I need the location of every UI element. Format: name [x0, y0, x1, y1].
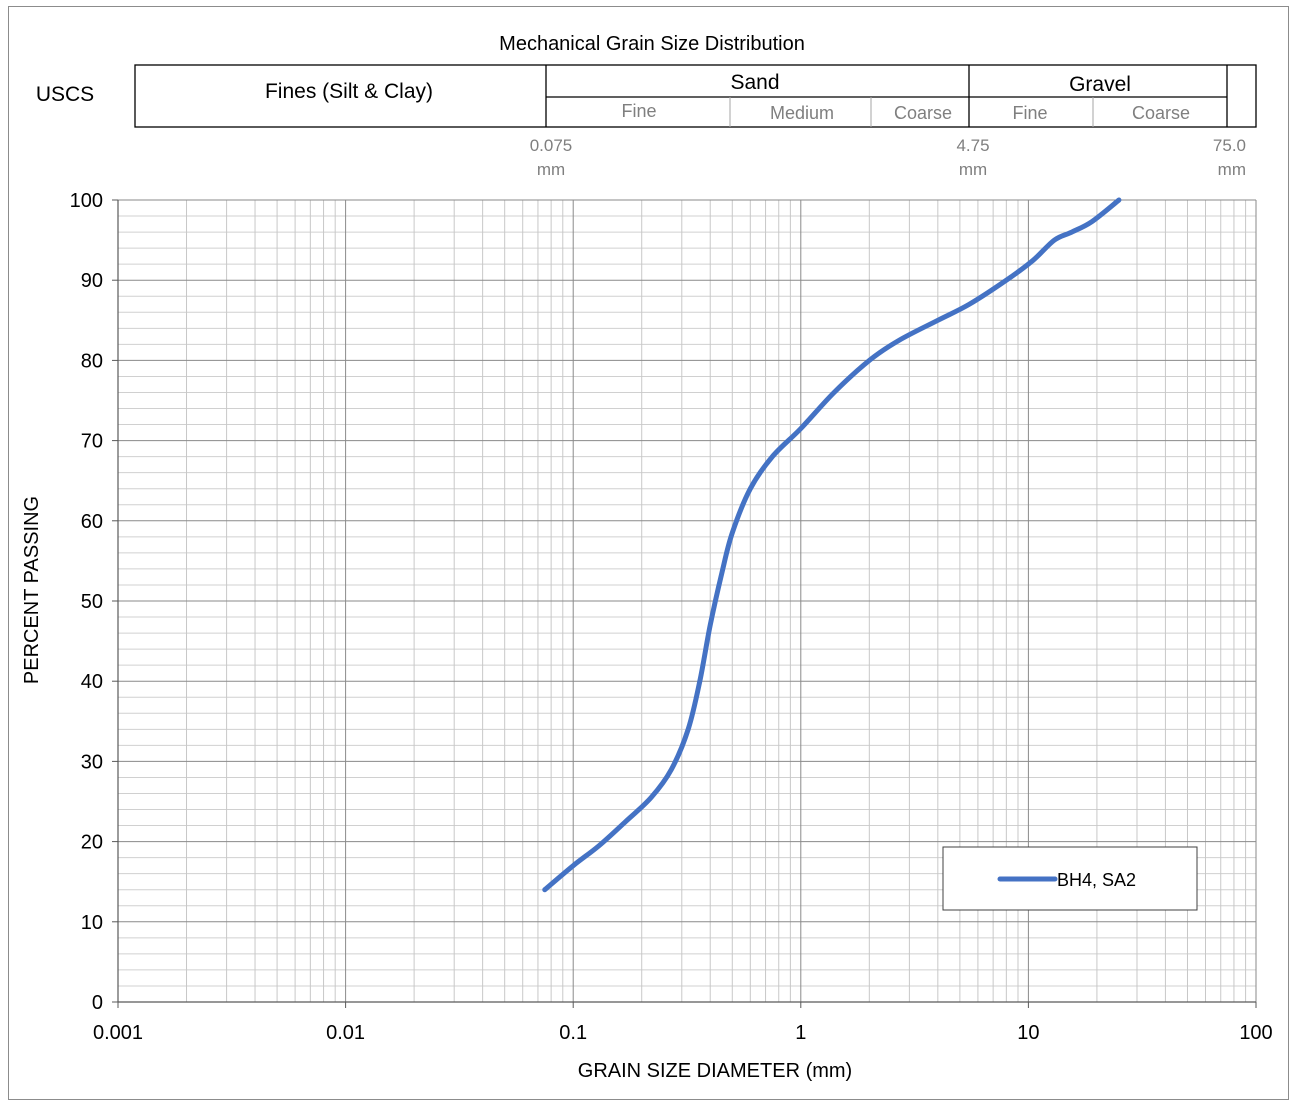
fines-label: Fines (Silt & Clay)	[265, 80, 433, 103]
sand-medium-label: Medium	[770, 103, 834, 123]
y-tick-label: 70	[81, 431, 103, 453]
y-tick-label: 10	[81, 912, 103, 934]
x-tick-label: 1	[795, 1022, 806, 1044]
y-tick-label: 80	[81, 350, 103, 372]
legend-box	[942, 846, 1198, 911]
x-tick-label: 100	[1239, 1022, 1272, 1044]
y-tick-label: 30	[81, 751, 103, 773]
size-750-value: 75.0	[1213, 136, 1246, 155]
size-0075-value: 0.075	[530, 136, 573, 155]
uscs-table-border	[134, 64, 1257, 128]
sand-fine-label: Fine	[621, 101, 656, 121]
y-tick-label: 90	[81, 270, 103, 292]
legend: BH4, SA2	[942, 846, 1198, 911]
x-axis-title: GRAIN SIZE DIAMETER (mm)	[578, 1060, 852, 1082]
gravel-fine-label: Fine	[1012, 103, 1047, 123]
y-tick-label: 20	[81, 832, 103, 854]
chart-title: Mechanical Grain Size Distribution	[499, 33, 805, 55]
sand-coarse-label: Coarse	[894, 103, 952, 123]
gravel-label: Gravel	[1069, 73, 1131, 96]
size-750-unit: mm	[1218, 160, 1246, 179]
x-tick-label: 10	[1017, 1022, 1039, 1044]
y-tick-label: 0	[92, 992, 103, 1014]
gravel-coarse-label: Coarse	[1132, 103, 1190, 123]
size-0075-unit: mm	[537, 160, 565, 179]
y-tick-label: 40	[81, 671, 103, 693]
x-tick-label: 0.001	[93, 1022, 143, 1044]
size-475-unit: mm	[959, 160, 987, 179]
uscs-table: USCS Fines (Silt & Clay) Sand Gravel Fin…	[36, 64, 1257, 179]
plot-axes: 0 10 20 30 40 50 60 70 80 90 100 0.001 0.01 0.1 1 10 100	[70, 190, 1273, 1044]
data-series	[542, 197, 1122, 893]
sand-label: Sand	[730, 71, 779, 94]
legend-label: BH4, SA2	[1057, 870, 1136, 890]
size-475-value: 4.75	[956, 136, 989, 155]
y-axis-title: PERCENT PASSING	[21, 496, 43, 684]
uscs-label: USCS	[36, 83, 94, 106]
y-tick-label: 50	[81, 591, 103, 613]
x-tick-label: 0.01	[326, 1022, 365, 1044]
y-tick-label: 100	[70, 190, 103, 212]
x-tick-label: 0.1	[559, 1022, 587, 1044]
series-line	[542, 197, 1122, 893]
y-tick-label: 60	[81, 511, 103, 533]
